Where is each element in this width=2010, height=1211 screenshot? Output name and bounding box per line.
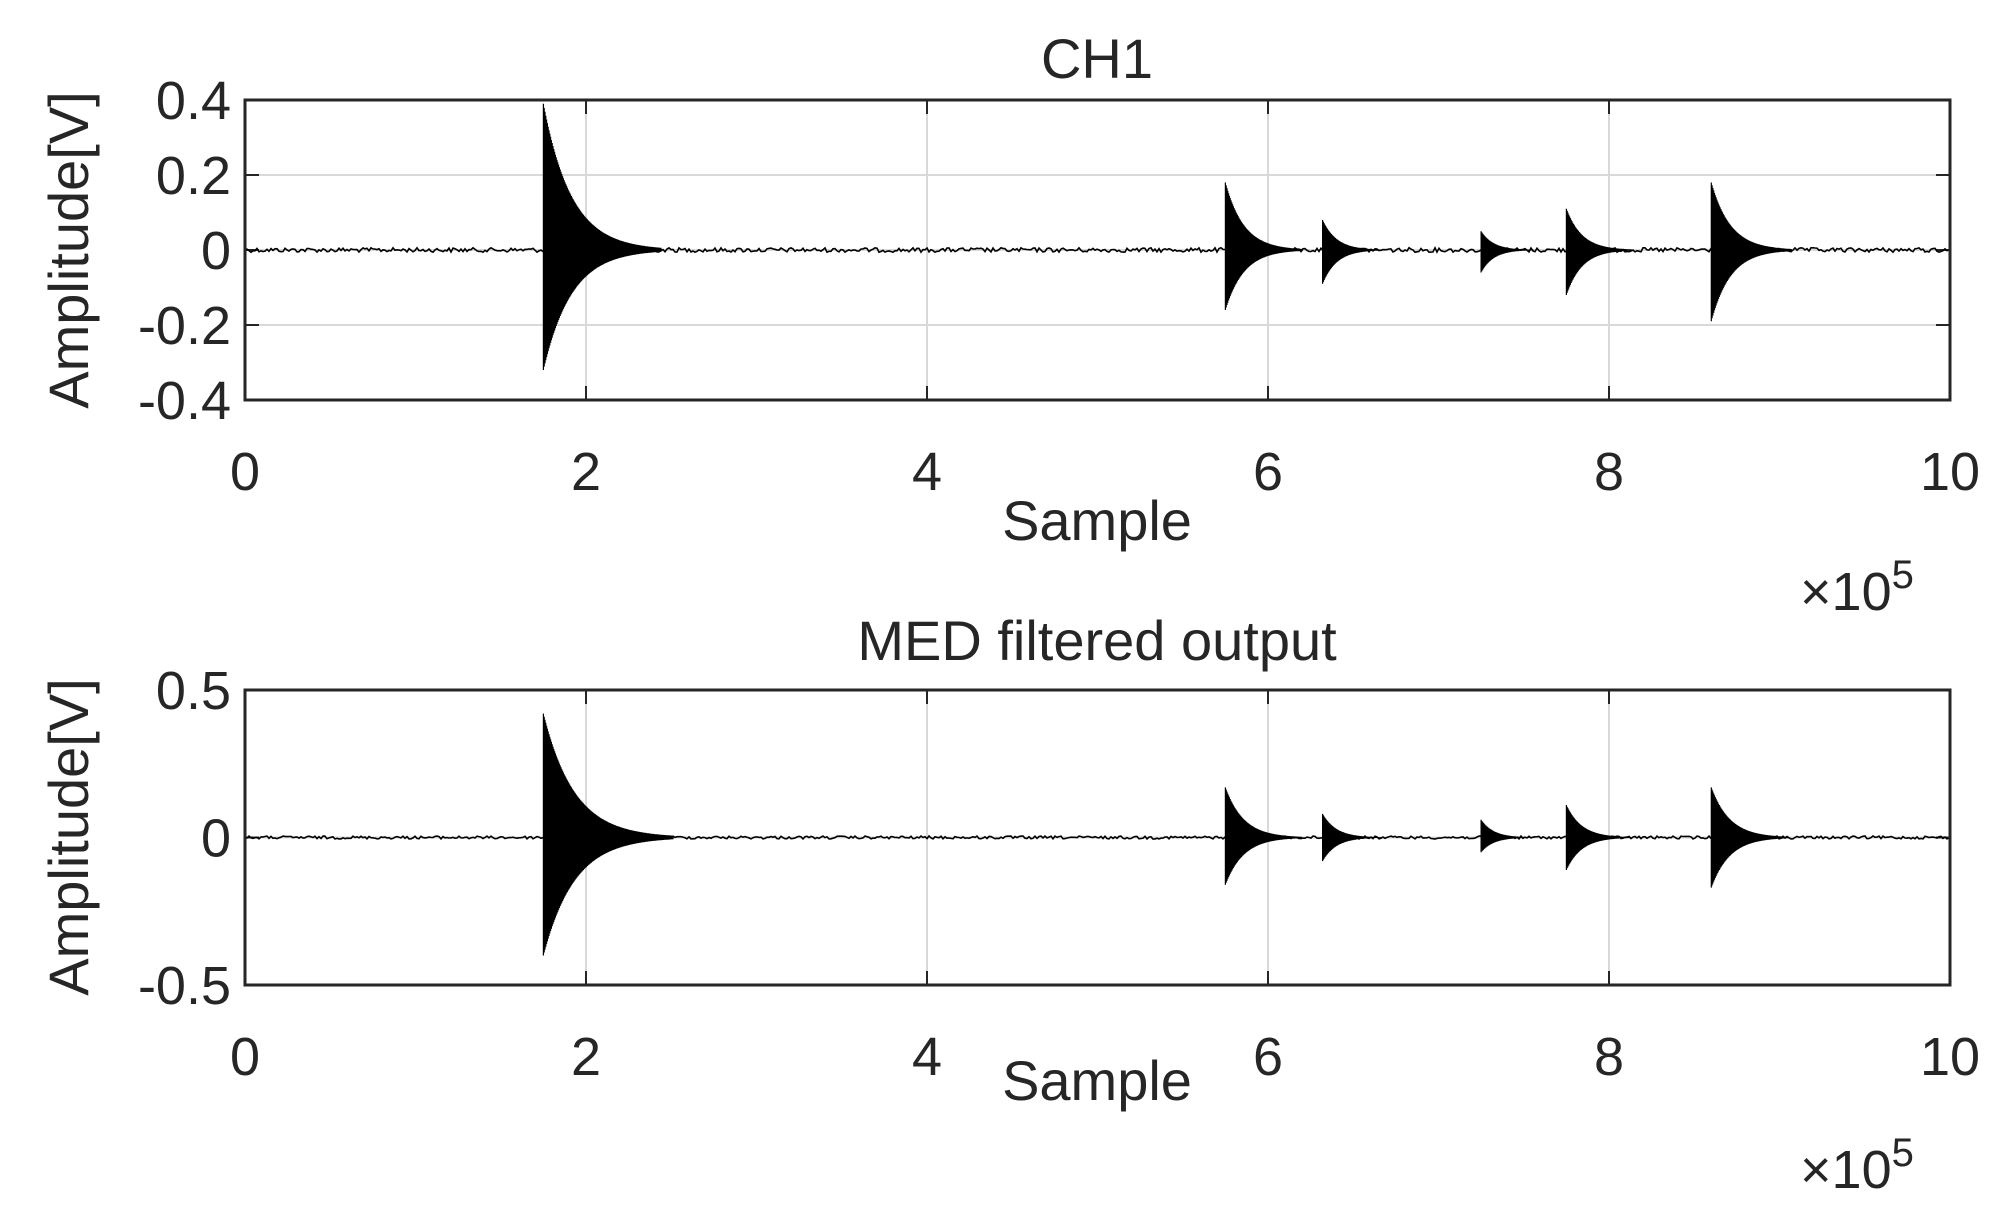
- x-multiplier: ×105: [1800, 1131, 1914, 1200]
- x-tick-label: 0: [230, 442, 260, 502]
- y-tick-label: -0.4: [138, 371, 231, 431]
- signal-burst: [1480, 231, 1534, 273]
- y-tick-labels: 0.5 0 -0.5: [138, 661, 231, 1016]
- x-tick-label: 4: [912, 1027, 942, 1087]
- x-tick-label: 6: [1253, 1027, 1283, 1087]
- signal-trace: [244, 713, 1950, 956]
- signal-burst: [1480, 819, 1534, 853]
- x-tick-labels: 0 2 4 6 8 10: [230, 442, 1980, 502]
- x-multiplier: ×105: [1800, 553, 1914, 622]
- x-axis-label: Sample: [1002, 489, 1192, 552]
- signal-burst: [1565, 805, 1631, 870]
- signal-burst: [1224, 182, 1303, 310]
- y-tick-label: -0.5: [138, 956, 231, 1016]
- axes-frame: [243, 688, 1952, 987]
- x-tick-label: 2: [571, 442, 601, 502]
- y-axis-label: Amplitude[V]: [37, 91, 100, 409]
- x-tick-label: 6: [1253, 442, 1283, 502]
- y-tick-label: 0.4: [156, 71, 231, 131]
- y-tick-label: 0.5: [156, 661, 231, 721]
- y-tick-label: -0.2: [138, 296, 231, 356]
- signal-burst: [1710, 182, 1792, 322]
- signal-burst: [1322, 813, 1381, 862]
- x-tick-label: 10: [1920, 1027, 1980, 1087]
- signal-burst: [1224, 787, 1302, 885]
- y-axis-label: Amplitude[V]: [37, 678, 100, 996]
- axes-frame: [243, 98, 1952, 402]
- x-multiplier-exponent: 5: [1892, 1131, 1914, 1175]
- noise-floor: [244, 245, 1950, 254]
- x-tick-label: 8: [1594, 1027, 1624, 1087]
- x-axis-label: Sample: [1002, 1049, 1192, 1112]
- x-multiplier-exponent: 5: [1892, 553, 1914, 597]
- subplot-ch1: CH1 0.4 0.2 0 -0.2 -0.4 0 2 4 6 8 10 Sample Ampli…: [37, 27, 1980, 622]
- x-tick-label: 2: [571, 1027, 601, 1087]
- subplot-med-filtered: MED filtered output 0.5 0 -0.5 0 2 4 6 8 10 Sam…: [37, 609, 1980, 1200]
- x-tick-label: 4: [912, 442, 942, 502]
- x-tick-label: 0: [230, 1027, 260, 1087]
- x-tick-label: 10: [1920, 442, 1980, 502]
- signal-burst: [1710, 787, 1789, 888]
- signal-trace: [244, 103, 1950, 370]
- x-tick-label: 8: [1594, 442, 1624, 502]
- chart-title: MED filtered output: [857, 609, 1337, 672]
- x-multiplier-base: ×10: [1800, 562, 1892, 622]
- noise-floor: [244, 834, 1950, 841]
- signal-burst: [542, 103, 662, 370]
- x-multiplier-base: ×10: [1800, 1140, 1892, 1200]
- x-tick-labels: 0 2 4 6 8 10: [230, 1027, 1980, 1087]
- signal-burst: [1565, 208, 1632, 295]
- chart-title: CH1: [1041, 27, 1153, 90]
- y-tick-label: 0.2: [156, 146, 231, 206]
- signal-burst: [542, 713, 674, 956]
- y-tick-label: 0: [201, 221, 231, 281]
- y-tick-label: 0: [201, 809, 231, 869]
- y-tick-labels: 0.4 0.2 0 -0.2 -0.4: [138, 71, 231, 431]
- signal-burst: [1322, 220, 1382, 284]
